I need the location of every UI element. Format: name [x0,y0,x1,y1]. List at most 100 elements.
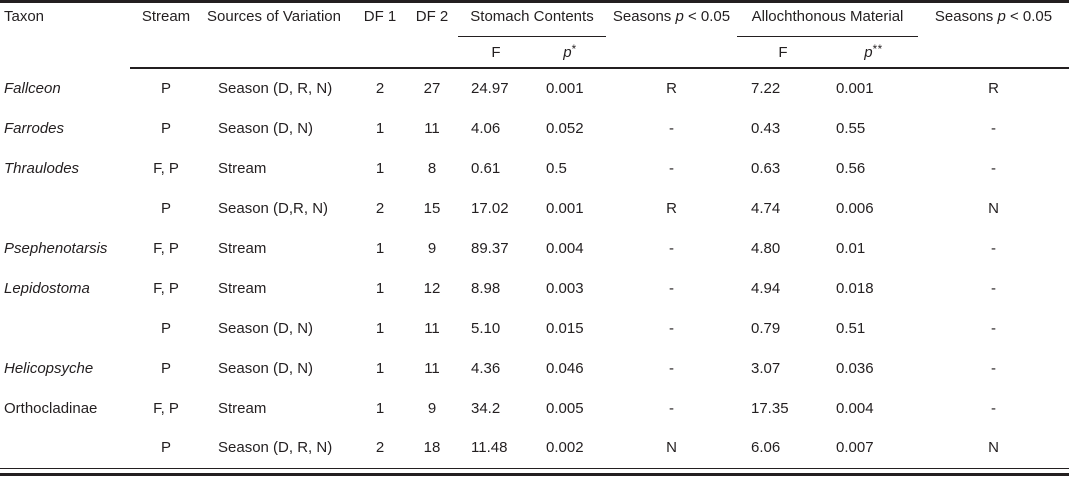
cell-df2: 12 [423,279,441,297]
subcol-header-alloch-p: p** [829,36,919,69]
cell-df1: 1 [375,239,385,257]
italic-p: p [997,8,1006,25]
cell-source-of-variation: Season (D, R, N) [218,439,333,457]
cell-stomach-p: 0.046 [546,359,584,377]
cell-stream: P [160,359,171,377]
cell-df2: 11 [424,119,440,137]
cell-seasons-stomach: - [669,399,674,417]
cell-taxon: Orthocladinae [4,399,98,417]
cell-stomach-f: 4.06 [471,119,501,137]
cell-seasons-alloch: - [991,279,997,297]
cell-stomach-f: 8.98 [471,279,501,297]
cell-df1: 2 [375,199,385,217]
table-header: Taxon Stream Sources of Variation DF 1 D… [0,1,1069,69]
subcol-header-alloch-f: F [737,36,829,69]
cell-source-of-variation: Season (D, N) [218,359,314,377]
header-row-subcolumns: F p* F p** [0,36,1069,69]
cell-alloch-p: 0.036 [836,359,874,377]
cell-taxon: Thraulodes [4,159,80,177]
cell-taxon [0,428,130,468]
cell-alloch-p: 0.004 [836,399,874,417]
cell-alloch-f: 4.80 [751,239,781,257]
cell-stomach-p: 0.003 [546,279,584,297]
italic-p: p [675,8,684,25]
cell-df1: 1 [375,159,385,177]
cell-stomach-p: 0.002 [546,439,584,457]
cell-df1: 2 [375,80,385,97]
stomach-contents-label: Stomach Contents [470,8,594,25]
cell-df1: 1 [375,119,385,137]
col-header-taxon: Taxon [4,8,45,25]
cell-alloch-f: 3.07 [751,359,781,377]
cell-source-of-variation: Stream [218,279,267,297]
subcol-header-stomach-p: p* [534,36,606,69]
col-group-allochthonous-material: Allochthonous Material [737,1,919,37]
cell-df1: 1 [375,359,385,377]
cell-stomach-p: 0.052 [546,119,584,137]
cell-stomach-f: 4.36 [471,359,501,377]
cell-alloch-p: 0.51 [836,319,866,337]
cell-alloch-p: 0.007 [836,439,874,457]
cell-stomach-f: 11.48 [471,439,508,457]
cell-taxon [0,308,130,348]
table-bottom-rule [0,472,1069,476]
cell-seasons-alloch: - [991,119,997,137]
cell-seasons-alloch: - [991,319,997,337]
cell-alloch-f: 0.43 [751,119,781,137]
cell-taxon: Fallceon [4,79,61,97]
cell-alloch-f: 0.79 [751,319,781,337]
cell-stomach-p: 0.001 [546,199,584,217]
cell-stream: P [160,80,171,97]
cell-taxon: Helicopsyche [4,359,94,377]
table-row: P Season (D, N) 1 11 5.10 0.015 - 0.79 0… [0,308,1069,348]
cell-seasons-alloch: - [991,239,997,257]
cell-stomach-f: 5.10 [471,319,501,337]
cell-stomach-f: 24.97 [471,80,509,97]
cell-df1: 1 [375,319,385,337]
cell-source-of-variation: Season (D, R, N) [218,80,333,97]
cell-stomach-p: 0.5 [546,159,567,177]
table-row: P Season (D,R, N) 2 15 17.02 0.001 R 4.7… [0,188,1069,228]
cell-df1: 1 [375,399,385,417]
cell-df2: 18 [423,439,441,457]
cell-seasons-stomach: - [669,159,674,177]
cell-alloch-p: 0.56 [836,159,866,177]
col-group-stomach-contents: Stomach Contents [458,1,606,37]
table-row: Farrodes P Season (D, N) 1 11 4.06 0.052… [0,108,1069,148]
cell-seasons-stomach: - [669,119,674,137]
cell-taxon: Psephenotarsis [4,239,108,257]
cell-stream: P [160,119,171,137]
cell-source-of-variation: Season (D,R, N) [218,199,329,217]
cell-stomach-p: 0.005 [546,399,584,417]
col-header-stream: Stream [130,1,202,69]
cell-seasons-stomach: R [666,199,677,217]
cell-alloch-p: 0.006 [836,199,874,217]
cell-stream: P [160,439,171,457]
cell-alloch-f: 0.63 [751,159,781,177]
cell-seasons-stomach: - [669,279,674,297]
allochthonous-material-label: Allochthonous Material [751,8,904,25]
cell-alloch-f: 7.22 [751,80,781,97]
subcol-header-stomach-f: F [458,36,534,69]
cell-df2: 8 [427,159,437,177]
table-row: Thraulodes F, P Stream 1 8 0.61 0.5 - 0.… [0,148,1069,188]
cell-df1: 2 [375,439,385,457]
cell-source-of-variation: Stream [218,239,267,257]
table-body: Fallceon P Season (D, R, N) 2 27 24.97 0… [0,68,1069,468]
cell-df2: 11 [424,319,440,337]
cell-source-of-variation: Stream [218,399,267,417]
cell-alloch-p: 0.01 [836,239,866,257]
cell-stomach-p: 0.015 [546,319,584,337]
cell-df2: 15 [423,199,441,217]
cell-taxon [0,188,130,228]
cell-stomach-f: 89.37 [471,239,509,257]
col-header-df1: DF 1 [354,1,406,69]
cell-seasons-stomach: - [669,239,674,257]
table-row: Lepidostoma F, P Stream 1 12 8.98 0.003 … [0,268,1069,308]
double-asterisk: ** [872,43,883,56]
cell-stomach-f: 34.2 [471,399,501,417]
col-header-df2: DF 2 [406,1,458,69]
cell-seasons-alloch: - [991,399,997,417]
cell-seasons-alloch: - [991,159,997,177]
cell-source-of-variation: Season (D, N) [218,119,314,137]
